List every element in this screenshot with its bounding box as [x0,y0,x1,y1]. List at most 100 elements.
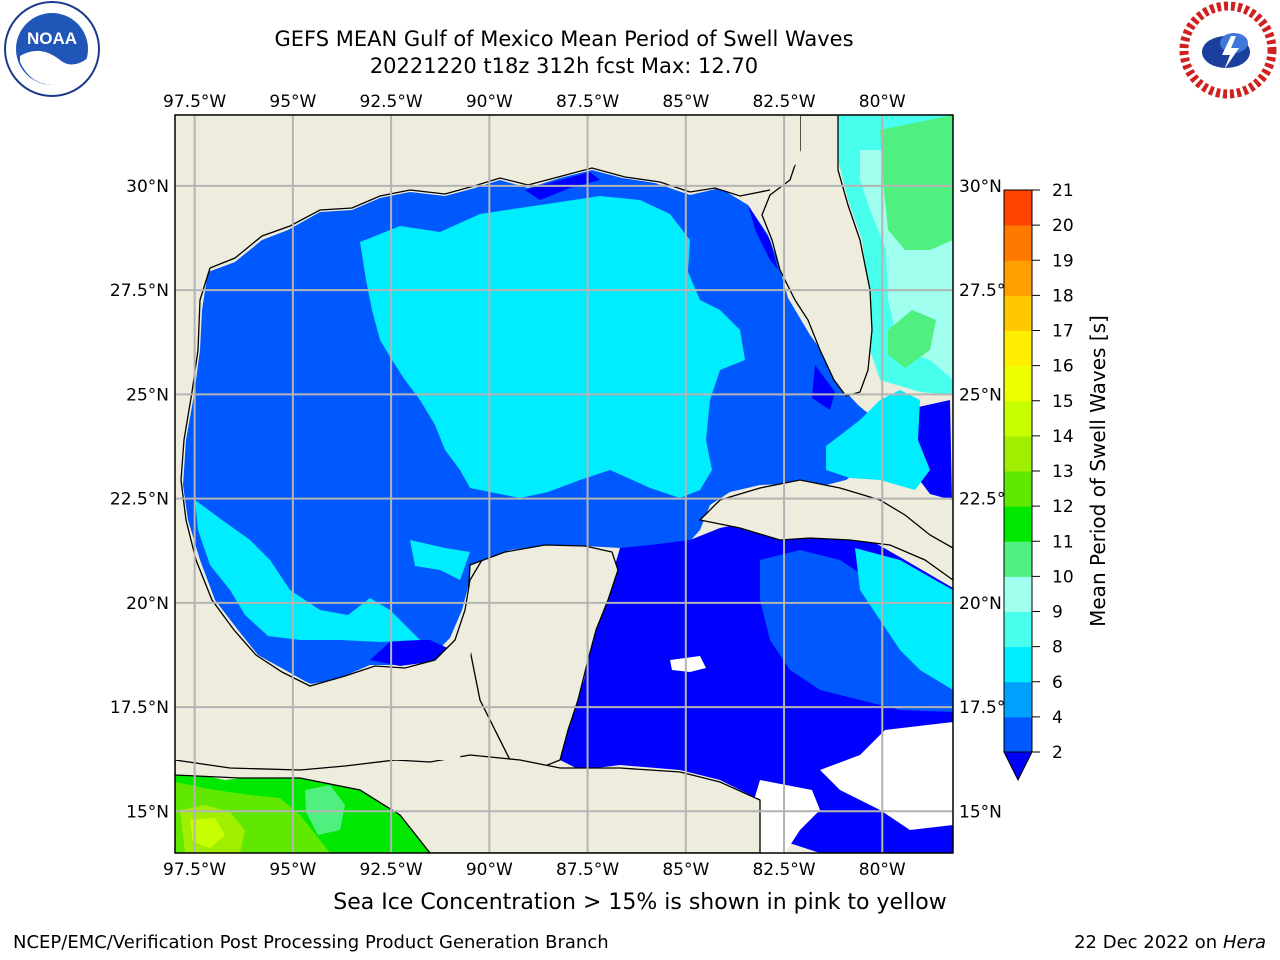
colorbar-segment [1004,365,1032,402]
pacific-swell-region-13-14s [190,818,225,848]
colorbar-tick-label: 6 [1052,673,1063,693]
lat-tick-label: 27.5°N [959,281,1018,301]
gulf-swell-region-4-6s-southwest [195,500,420,642]
gulf-swell-region-4-6s-keys [826,390,930,490]
colorbar-segment [1004,225,1032,261]
lon-tick-label: 92.5°W [360,860,423,880]
lon-tick-label: 90°W [466,92,513,112]
lat-tick-label: 17.5°N [110,698,169,718]
map-area [175,115,953,853]
mexico-east-coast-land [175,560,482,760]
colorbar-segment [1004,681,1032,718]
lat-tick-label: 17.5°N [959,698,1018,718]
map-figure: 97.5°W 95°W 92.5°W 90°W 87.5°W 85°W 82.5°W 80°W… [110,92,1110,880]
atlantic-swell-region-9-10s [880,115,953,250]
pacific-swell-region-9-10s [305,785,345,835]
lat-tick-label: 15°N [126,802,169,822]
lon-tick-label: 92.5°W [360,92,423,112]
lat-tick-label: 15°N [959,802,1002,822]
us-gulf-coast-land [175,115,800,690]
lat-tick-label: 22.5°N [110,490,169,510]
caribbean-swell-region-2-4s [760,550,953,712]
atlantic-swell-region-9-10s-south [888,310,936,368]
colorbar-segment [1004,716,1032,753]
lat-tick-label: 25°N [126,385,169,405]
colorbar-tick-label: 11 [1052,532,1074,552]
colorbar-segment [1004,190,1032,226]
colorbar-segment [1004,611,1032,648]
colorbar-tick-label: 15 [1052,392,1074,412]
lat-tick-label: 27.5°N [110,281,169,301]
lon-tick-label: 87.5°W [556,860,619,880]
colorbar-segment [1004,260,1032,296]
footer-host: Hera [1222,932,1266,953]
map-frame [174,114,954,854]
colorbar-tick-label: 21 [1052,181,1074,201]
sea-ice-note-text: Sea Ice Concentration > 15% is shown in … [333,890,947,915]
lon-tick-label: 95°W [269,92,316,112]
footer-date: 22 Dec 2022 on Hera [1074,932,1266,953]
colorbar-segment [1004,506,1032,542]
map-title: GEFS MEAN Gulf of Mexico Mean Period of … [274,27,854,51]
colorbar-tick-label: 10 [1052,567,1074,587]
map-subtitle: 20221220 t18z 312h fcst Max: 12.70 [369,54,759,78]
colorbar-tick-label: 8 [1052,638,1063,658]
colorbar-segment [1004,471,1032,507]
footer-date-text: 22 Dec 2022 on [1074,932,1218,953]
lon-tick-label: 97.5°W [163,92,226,112]
lon-tick-label: 80°W [859,860,906,880]
caribbean-no-data-patch-2 [670,656,706,672]
lat-tick-label: 22.5°N [959,490,1018,510]
colorbar-tick-label: 12 [1052,497,1074,517]
colorbar-tick-label: 9 [1052,603,1063,623]
lat-tick-label: 30°N [126,177,169,197]
lon-tick-label: 80°W [859,92,906,112]
lat-labels-right: 30°N 27.5°N 25°N 22.5°N 20°N 17.5°N 15°N [959,177,1018,822]
colorbar-segment [1004,330,1032,367]
colorbar-segment [1004,541,1032,577]
lon-tick-label: 97.5°W [163,860,226,880]
footer-credit: NCEP/EMC/Verification Post Processing Pr… [13,932,609,953]
lon-tick-label: 82.5°W [752,92,815,112]
colorbar-tick-label: 16 [1052,357,1074,377]
lon-labels-top: 97.5°W 95°W 92.5°W 90°W 87.5°W 85°W 82.5°W 80°W [163,92,906,112]
lat-labels-left: 30°N 27.5°N 25°N 22.5°N 20°N 17.5°N 15°N [110,177,169,822]
central-america-land [175,754,761,853]
svg-text:NOAA: NOAA [27,29,77,48]
lat-tick-label: 30°N [959,177,1002,197]
nws-logo [1179,1,1277,99]
colorbar-segment [1004,576,1032,612]
sea-ice-note: Sea Ice Concentration > 15% is shown in … [0,890,1280,915]
lon-labels-bottom: 97.5°W 95°W 92.5°W 90°W 87.5°W 85°W 82.5°W 80°W [163,860,906,880]
noaa-logo: NOAA [4,1,100,97]
gulf-swell-region-4-6s-west [410,540,470,580]
colorbar-under-arrow [1003,751,1033,782]
lon-tick-label: 85°W [662,860,709,880]
gulf-swell-region-4-6s [360,196,745,498]
colorbar-tick-label: 14 [1052,427,1074,447]
lon-tick-label: 87.5°W [556,92,619,112]
colorbar-segment [1004,400,1032,437]
lon-tick-label: 82.5°W [752,860,815,880]
caribbean-swell-region-4-6s [855,548,953,690]
colorbar-segment [1004,646,1032,683]
yucatan-land [467,544,619,769]
lat-tick-label: 20°N [959,594,1002,614]
colorbar-tick-label: 20 [1052,216,1074,236]
lon-tick-label: 85°W [662,92,709,112]
colorbar-tick-label: 17 [1052,322,1074,342]
caribbean-no-data-patch [820,722,953,830]
colorbar-tick-label: 4 [1052,708,1063,728]
colorbar-tick-label: 18 [1052,286,1074,306]
colorbar-tick-label: 19 [1052,251,1074,271]
colorbar: 2 4 6 8 9 10 11 12 13 14 15 16 17 18 19 20 21 [1003,181,1074,782]
colorbar-tick-label: 13 [1052,462,1074,482]
colorbar-label: Mean Period of Swell Waves [s] [1086,315,1110,627]
gulf-swell-region-under-2s-east [748,205,778,270]
colorbar-segment [1004,435,1032,472]
lon-tick-label: 90°W [466,860,513,880]
map-gridlines [175,115,953,853]
gulf-swell-region-under-2s-florida [812,365,835,410]
colorbar-tick-label: 2 [1052,743,1063,763]
lat-tick-label: 25°N [959,385,1002,405]
